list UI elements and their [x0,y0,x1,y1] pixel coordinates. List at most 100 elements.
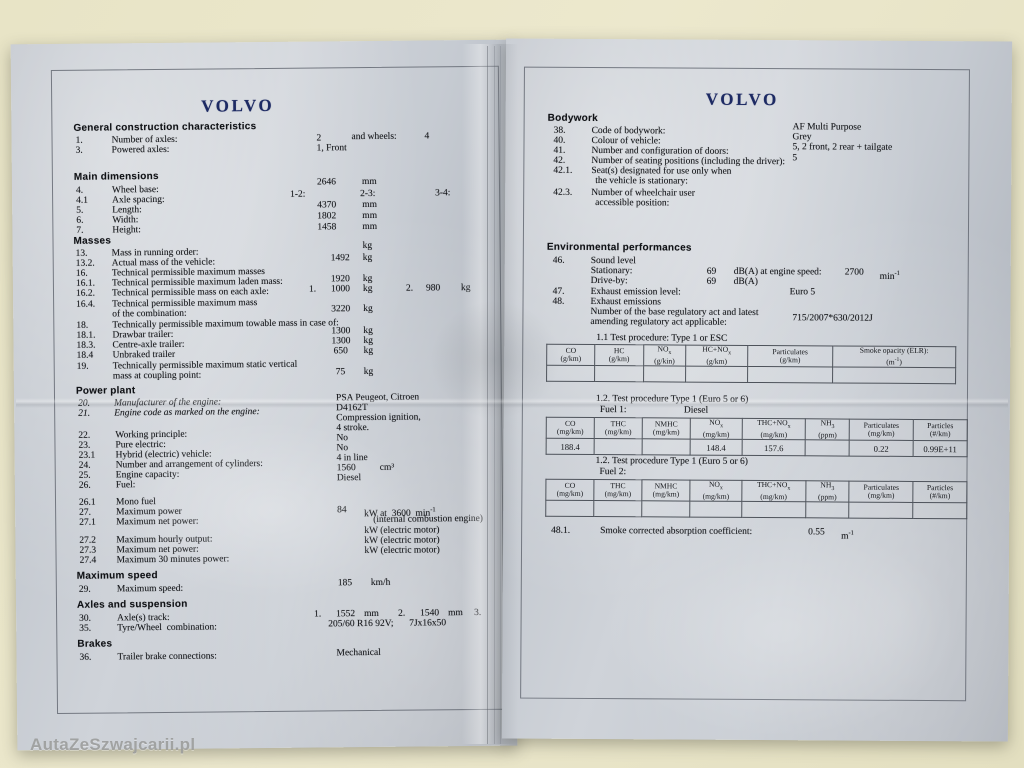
row-no: 3. [75,145,83,156]
col-thc: THC (mg/km) [594,417,643,440]
right-page-content: VOLVO Bodywork 38. Code of bodywork: AF … [502,38,1012,741]
row-value: 5, 2 front, 2 rear + tailgate [792,142,893,153]
row-unit: mm [361,176,377,188]
row-no: 19. [76,361,89,372]
row-unit: m-1 [841,529,854,542]
row-no: 21. [78,408,91,419]
row-value: 650 [333,346,348,357]
row-no: 48.1. [551,525,571,536]
row-value: 1000 [330,284,351,295]
row-value: 1458 [317,222,337,233]
row-label: Smoke corrected absorption coefficient: [600,526,753,537]
col-particulates: Particulates (mg/km) [849,419,914,441]
col-co: CO (g/km) [546,344,596,366]
axle-index-1: 1. [314,609,322,620]
col-thc-nox: THC+NOx (mg/km) [741,480,806,503]
row-value: 205/60 R16 92V; [328,618,394,630]
row-no: 42.1. [553,165,573,176]
section-title-bodywork: Bodywork [547,112,599,125]
cell-co [546,365,595,382]
axle-span-1-2: 1-2: [290,189,306,200]
col-nh3: NH3 (ppm) [805,480,850,503]
row-unit: dB(A) [733,276,758,288]
cell-particulates: 0.22 [849,440,914,457]
col-nox: NOx (g/kin) [643,344,686,367]
center-fold-shading [462,44,518,744]
row-no: 27.1 [79,517,96,528]
row-label: Trailer brake connections: [117,651,217,663]
table-header-row: CO (mg/km) THC (mg/km) NMHC (mg/km) NOx (mg/… [545,479,967,504]
col-particles: Particles (#/km) [913,419,968,442]
row-unit: kg [362,283,373,295]
row-no: 16.4. [76,299,96,310]
axle-span-2-3: 2-3: [360,188,376,200]
row-value: 4370 [317,200,337,211]
cell-co: 188.4 [546,438,595,455]
cell-particles [912,502,967,520]
axle-index-2: 2. [405,283,414,294]
emissions-table-fuel2: CO (mg/km) THC (mg/km) NMHC (mg/km) NOx (mg/… [545,478,968,520]
table3-fuel-label: Fuel 2: [599,467,627,478]
col-thc-nox: THC+NOx (mg/km) [742,418,806,441]
row-no: 42.3. [553,187,573,198]
row-unit: mm [362,221,378,233]
row-unit: kg [363,366,374,378]
row-value: Diesel [336,473,362,484]
row-value: 2646 [316,177,337,188]
col-thc: THC (mg/km) [593,479,643,502]
row-label: accessible position: [595,198,670,209]
section-title-maximum-speed: Maximum speed [76,570,158,582]
volvo-logo-right: VOLVO [705,89,779,110]
cell-particles: 0.99E+11 [912,440,968,458]
unit-superscript: -1 [430,506,436,514]
col-nmhc: NMHC (mg/km) [641,479,691,502]
row-no: 27.4 [79,555,97,566]
section-title-masses: Masses [73,235,112,247]
col-nmhc: NMHC (mg/km) [642,417,691,440]
cell-particulates [849,502,913,519]
section-title-environmental-performances: Environmental performances [546,241,692,254]
col-particulates: Particulates (g/km) [747,345,833,368]
section-title-axles-suspension: Axles and suspension [76,598,188,611]
row-value: 3220 [331,304,351,315]
section-title-power-plant: Power plant [75,385,136,397]
cell-hc [594,365,644,383]
col-hc: HC (g/km) [594,344,644,367]
table1-caption: 1.1 Test procedure: Type 1 or ESC [596,333,728,344]
row-value: 1, Front [316,143,347,154]
row-value: 5 [792,153,798,164]
emissions-table-fuel1: CO (mg/km) THC (mg/km) NMHC (mg/km) NOx (mg/… [545,416,968,458]
left-page-content: VOLVO General construction characteristi… [11,40,518,751]
row-label: Maximum speed: [116,583,184,595]
table-header-row: CO (g/km) HC (g/km) NOx (g/kin) HC+NOx (g/km… [546,344,956,369]
row-no: 35. [79,623,92,634]
cell-thc [593,500,642,518]
row-no: 16.2. [75,288,96,299]
row-unit2: mm [448,608,463,619]
cell-nox [689,501,742,518]
col-nox: NOx (mg/km) [690,418,743,440]
cell-nox [643,366,686,383]
cell-nh3 [805,440,850,457]
row-label: Drive-by: [590,275,628,287]
cell-co [545,500,594,517]
cell-smoke-opacity [832,367,956,385]
cell-thc-nox [741,501,806,519]
cell-nh3 [805,502,850,519]
row-label: mass at coupling point: [112,370,202,382]
row-value: 1802 [317,211,337,222]
center-fold-line-b [494,46,495,744]
col-smoke-opacity: Smoke opacity (ELR): (m-1) [832,345,956,369]
row-extra-value: 4 [424,131,430,142]
row-label: Tyre/Wheel combination: [117,622,217,634]
cell-nox: 148.4 [690,439,743,456]
row-label: the vehicle is stationary: [595,176,688,187]
right-page-sheet: VOLVO Bodywork 38. Code of bodywork: AF … [501,38,1013,742]
section-title-general-construction: General construction characteristics [73,121,257,134]
row-value: Mechanical [336,647,381,659]
table-value-row [546,365,956,385]
engine-speed-unit: min-1 [879,269,900,282]
axle-index-2: 2. [398,608,406,619]
row-value: 84 [337,505,347,516]
